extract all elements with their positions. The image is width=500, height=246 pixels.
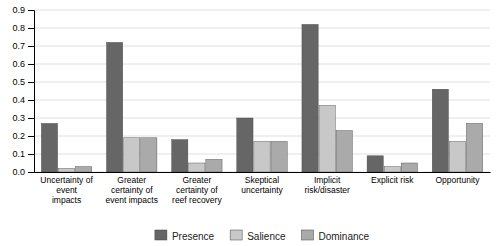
bar	[254, 141, 270, 172]
x-tick: Opportunity	[435, 172, 480, 185]
bar	[466, 123, 482, 172]
y-tick-mark	[28, 172, 34, 173]
bar	[76, 167, 92, 172]
grid-line	[34, 136, 490, 137]
bar	[107, 42, 123, 172]
y-tick-mark	[28, 136, 34, 137]
y-tick-label: 0.9	[12, 5, 25, 15]
plot: 0.0 0.1 0.2 0.3 0.4 0.5 0.6 0.7 0.8 0.9 Uncertaint…	[12, 5, 490, 204]
y-tick-label: 0.5	[12, 77, 25, 87]
y-tick-mark	[28, 154, 34, 155]
legend-swatch	[155, 230, 167, 240]
y-tick-mark	[28, 46, 34, 47]
x-tick-label: Greatercertainty ofevent impacts	[105, 175, 157, 205]
y-tick: 0.3	[12, 113, 34, 123]
grid-line	[34, 28, 490, 29]
y-tick-mark	[28, 82, 34, 83]
legend-item: Salience	[230, 230, 286, 242]
grid-line	[34, 64, 490, 65]
legend-label: Presence	[172, 231, 215, 242]
bar	[336, 131, 352, 172]
bar	[172, 140, 188, 172]
x-axis: Uncertainty ofeventimpacts Greatercertain…	[35, 172, 491, 205]
bar	[189, 163, 205, 172]
y-tick-mark	[28, 118, 34, 119]
chart: 0.0 0.1 0.2 0.3 0.4 0.5 0.6 0.7 0.8 0.9 Uncertaint…	[0, 0, 500, 246]
x-tick-label: Greatercertainty ofreef recovery	[172, 175, 222, 205]
bar	[124, 138, 140, 172]
y-tick: 0.6	[12, 59, 34, 69]
x-tick: Greatercertainty ofreef recovery	[172, 172, 222, 205]
grid	[34, 10, 490, 172]
y-tick: 0.2	[12, 131, 34, 141]
bar	[367, 156, 383, 172]
y-axis-line	[28, 11, 35, 173]
y-tick-label: 0.3	[12, 113, 25, 123]
x-tick-label: Implicitrisk/disaster	[304, 175, 350, 195]
bar-series	[76, 123, 483, 172]
bar-series	[58, 105, 465, 172]
y-axis: 0.0 0.1 0.2 0.3 0.4 0.5 0.6 0.7 0.8 0.9	[12, 5, 34, 177]
bar	[432, 89, 448, 172]
y-tick-label: 0.1	[12, 149, 25, 159]
y-tick: 0.0	[12, 167, 34, 177]
y-tick: 0.7	[12, 41, 34, 51]
x-tick-label: Explicit risk	[371, 175, 414, 185]
bar	[319, 105, 335, 172]
bar	[41, 123, 57, 172]
x-axis-line	[35, 172, 491, 173]
x-tick: Explicit risk	[371, 172, 414, 185]
y-tick: 0.9	[12, 5, 34, 15]
x-tick: Uncertainty ofeventimpacts	[40, 172, 93, 205]
bar	[141, 138, 157, 172]
x-tick-label: Uncertainty ofeventimpacts	[40, 175, 93, 205]
legend: Presence Salience Dominance	[155, 230, 370, 242]
bar	[237, 118, 253, 172]
x-tick-label: Opportunity	[435, 175, 480, 185]
grid-line	[34, 118, 490, 119]
bar	[449, 141, 465, 172]
y-tick: 0.1	[12, 149, 34, 159]
legend-swatch	[302, 230, 314, 240]
bar	[271, 141, 287, 172]
legend-label: Salience	[247, 231, 286, 242]
y-tick-mark	[28, 64, 34, 65]
y-tick-label: 0.0	[12, 167, 25, 177]
bar-series	[41, 24, 448, 172]
legend-item: Dominance	[302, 230, 370, 242]
y-tick-mark	[28, 100, 34, 101]
y-tick-label: 0.6	[12, 59, 25, 69]
bar	[206, 159, 222, 172]
grid-line	[34, 82, 490, 83]
bar	[384, 167, 400, 172]
y-tick-label: 0.4	[12, 95, 25, 105]
x-tick: Greatercertainty ofevent impacts	[105, 172, 157, 205]
x-tick-label: Skepticaluncertainty	[241, 175, 283, 195]
legend-label: Dominance	[319, 231, 370, 242]
y-tick-mark	[28, 28, 34, 29]
y-tick: 0.5	[12, 77, 34, 87]
grid-line	[34, 10, 490, 11]
bar	[401, 163, 417, 172]
y-tick-label: 0.8	[12, 23, 25, 33]
grid-line	[34, 46, 490, 47]
x-tick: Skepticaluncertainty	[241, 172, 283, 195]
legend-item: Presence	[155, 230, 215, 242]
legend-swatch	[230, 230, 242, 240]
bars	[41, 24, 482, 172]
bar	[302, 24, 318, 172]
y-tick-mark	[28, 10, 34, 11]
y-tick-label: 0.7	[12, 41, 25, 51]
bar	[58, 168, 74, 172]
y-tick-label: 0.2	[12, 131, 25, 141]
x-tick: Implicitrisk/disaster	[304, 172, 350, 195]
grid-line	[34, 100, 490, 101]
y-tick: 0.8	[12, 23, 34, 33]
y-tick: 0.4	[12, 95, 34, 105]
